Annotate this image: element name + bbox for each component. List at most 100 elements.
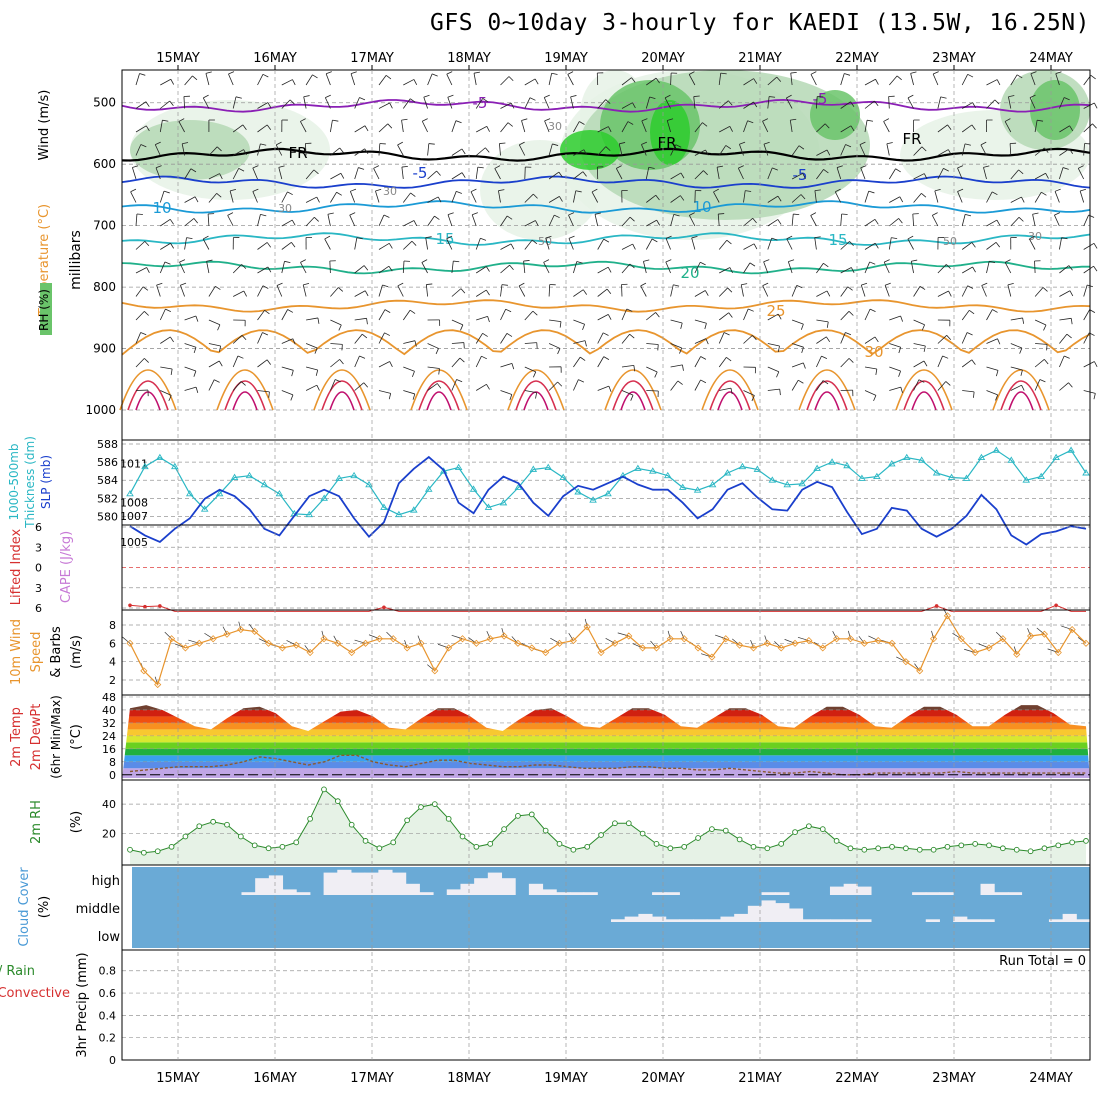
wind-barb-flag — [481, 355, 487, 360]
wind-barb — [937, 264, 947, 274]
cloud-bar-high — [378, 869, 393, 895]
isotherm-line — [121, 232, 1091, 246]
contour-label: FR — [902, 130, 921, 148]
wind-barb-flag — [728, 100, 733, 106]
wind-barb-flag — [772, 167, 778, 171]
wind-barb — [1029, 97, 1036, 109]
thickness-point — [1052, 453, 1060, 461]
wind-barb-flag — [289, 99, 295, 105]
panel-frame — [121, 439, 1091, 526]
wind-barb-flag — [850, 101, 855, 107]
wind-barb-flag — [436, 170, 441, 176]
wind-barb — [840, 358, 850, 368]
wind-barb-flag — [679, 347, 683, 354]
wind-barb — [718, 312, 729, 321]
wind-barb — [1083, 332, 1090, 344]
wind-barb-flag — [779, 389, 781, 396]
thickness-point — [663, 471, 672, 479]
wind-barb — [573, 149, 585, 156]
rh2m-point — [944, 843, 951, 850]
wind-barb-flag — [748, 308, 754, 312]
wind-barb-flag — [300, 118, 306, 122]
wind-barb-flag — [665, 235, 672, 239]
wind-barb-flag — [579, 121, 585, 125]
wind-barb — [180, 285, 185, 297]
wind10-barb — [321, 630, 325, 639]
wind-barb-flag — [186, 237, 193, 240]
wind-barb — [1034, 147, 1045, 156]
wind-barb — [1010, 169, 1019, 180]
cloud-bar-high — [556, 892, 571, 895]
wind-barb — [159, 120, 163, 133]
wind10-point — [223, 630, 231, 638]
wind-barb-flag — [1090, 75, 1096, 80]
wind-barb-flag — [1093, 102, 1098, 109]
wind-barb-flag — [826, 149, 831, 156]
wind-barb-flag — [602, 332, 609, 336]
wind-barb — [475, 98, 484, 109]
rh-shade-region — [650, 100, 690, 165]
wind-barb-flag — [1016, 74, 1023, 79]
wind-barb — [743, 120, 748, 133]
wind-barb — [717, 214, 720, 227]
wind-barb-flag — [749, 262, 756, 267]
wind-barb-flag — [363, 382, 369, 388]
run-total-annotation: Run Total = 0 — [999, 954, 1086, 969]
wind-barb — [475, 238, 481, 250]
thickness-point — [141, 462, 149, 470]
wind-barb-flag — [409, 309, 416, 314]
wind-barb-flag — [603, 356, 610, 360]
wind-barb — [160, 242, 171, 250]
wind-barb — [427, 196, 439, 203]
wind-barb-flag — [426, 283, 433, 285]
wind-barb-flag — [608, 386, 612, 392]
wind-barb — [1035, 343, 1048, 345]
rh2m-point — [473, 843, 480, 850]
rh2m-point — [154, 848, 161, 855]
wind10-barb — [427, 664, 436, 672]
wind-barb — [937, 335, 947, 344]
wind-barb — [670, 172, 682, 180]
wind-barb — [646, 194, 657, 203]
wind10-point — [930, 635, 938, 643]
wind-barb — [694, 356, 702, 368]
wind-barb — [670, 319, 683, 324]
wind-barb — [713, 191, 720, 203]
wind-barb — [524, 220, 536, 227]
wind-barb-flag — [673, 214, 680, 217]
wind-barb — [814, 237, 817, 250]
wind10-point — [417, 639, 425, 647]
wind-barb-flag — [729, 126, 733, 132]
x-tick-label-top: 16MAY — [253, 51, 297, 66]
wind-barb — [597, 332, 604, 344]
wind-barb-flag — [946, 264, 951, 269]
y-tick-label: 6 — [35, 521, 42, 534]
wind-barb-flag — [826, 336, 831, 343]
rh2m-point — [695, 835, 701, 841]
wind-barb — [640, 285, 647, 297]
x-tick-label-bottom: 15MAY — [156, 1071, 200, 1086]
thickness-point — [634, 464, 642, 471]
wind-barb-flag — [375, 188, 382, 192]
rh2m-point — [778, 841, 785, 847]
wind-barb-flag — [162, 119, 169, 122]
wind-barb-flag — [291, 242, 296, 248]
x-tick-label-top: 23MAY — [932, 51, 976, 66]
wind-barb-flag — [487, 316, 490, 323]
wind-barb — [665, 261, 671, 274]
wind10-point — [1068, 626, 1076, 634]
contour-label: 20 — [680, 264, 699, 282]
wind-barb — [184, 386, 197, 391]
wind-barb — [1034, 287, 1044, 297]
wind-barb — [1008, 96, 1012, 109]
isotherm-line — [121, 98, 1091, 113]
wind-barb-flag — [507, 122, 513, 127]
wind-barb — [378, 361, 390, 368]
wind-barb — [791, 214, 794, 227]
wind-barb — [913, 343, 926, 347]
contour-label: 30 — [548, 120, 562, 133]
wind-barb-flag — [324, 235, 331, 240]
wind-barb-flag — [532, 371, 537, 378]
wind-barb — [229, 190, 234, 203]
wind-barb-flag — [844, 73, 851, 76]
